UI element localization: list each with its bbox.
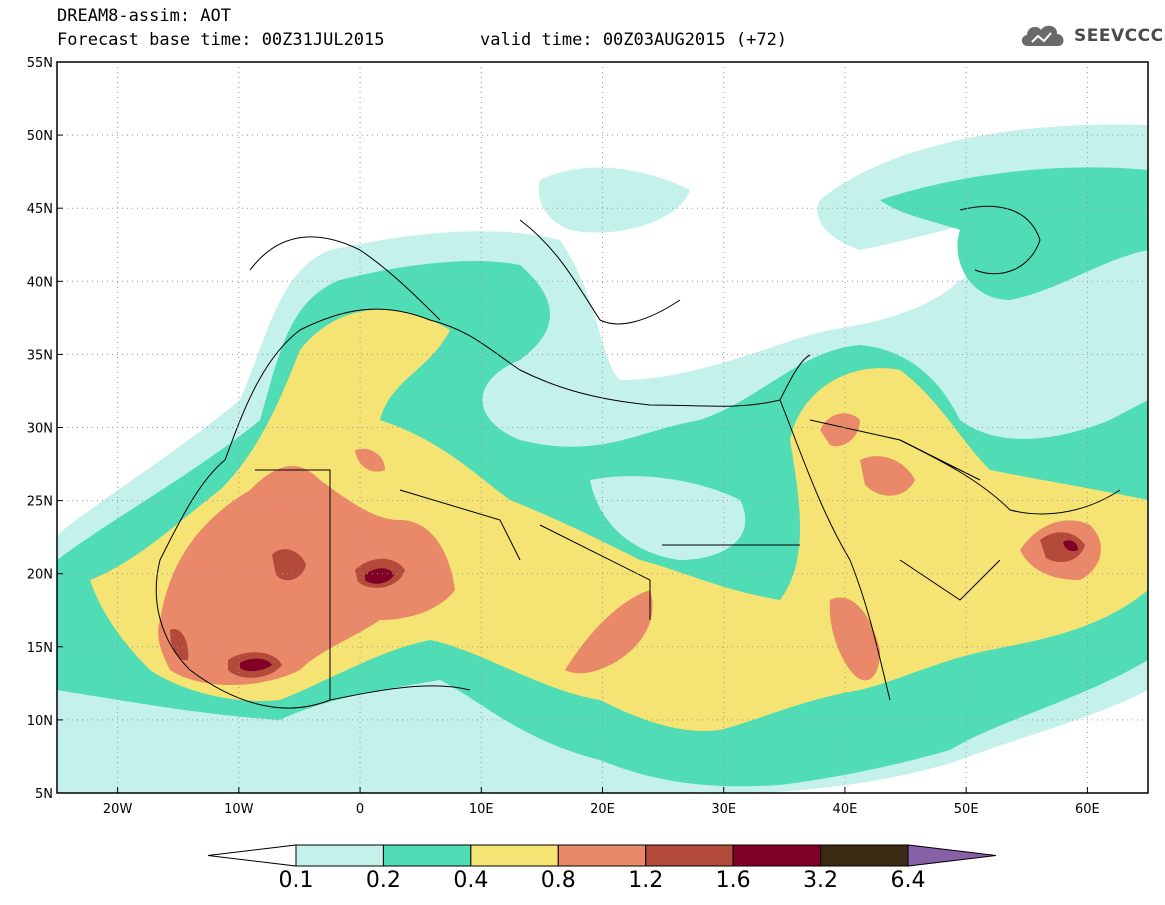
lat-label: 15N: [27, 641, 53, 656]
lon-label: 30E: [711, 802, 736, 817]
longitude-axis: 20W 10W 0 10E 20E 30E 40E 50E 60E: [103, 787, 1100, 817]
lon-label: 40E: [833, 802, 858, 817]
map-title: DREAM8-assim: AOT: [57, 6, 231, 26]
colorbar-high-arrow: [907, 844, 997, 867]
colorbar-box: [820, 844, 909, 867]
latitude-axis: 55N 50N 45N 40N 35N 30N 25N 20N 15N 10N 5N: [27, 56, 63, 802]
logo-text: SEEVCCC: [1074, 26, 1164, 46]
aot-band-1.6-3.2: [240, 540, 1078, 672]
valid-time: valid time: 00Z03AUG2015 (+72): [480, 30, 788, 50]
lon-label: 0: [356, 802, 364, 817]
lon-label: 20W: [103, 802, 133, 817]
colorbar-low-arrow: [207, 844, 297, 867]
colorbar-box: [732, 844, 822, 867]
colorbar-level-label: 0.1: [278, 868, 314, 893]
lat-label: 30N: [27, 422, 53, 437]
coastlines: [155, 205, 1121, 709]
colorbar: [207, 844, 997, 867]
cloud-icon: [1021, 25, 1064, 46]
colorbar-level-label: 3.2: [803, 868, 839, 893]
colorbar-level-label: 0.8: [540, 868, 576, 893]
forecast-base-time: Forecast base time: 00Z31JUL2015: [57, 30, 385, 50]
lat-label: 25N: [27, 495, 53, 510]
lon-label: 10E: [469, 802, 494, 817]
colorbar-level-label: 0.4: [453, 868, 489, 893]
colorbar-level-label: 1.6: [715, 868, 751, 893]
lat-label: 40N: [27, 275, 53, 290]
lat-label: 55N: [27, 56, 53, 71]
lat-label: 5N: [35, 787, 53, 802]
lat-label: 20N: [27, 568, 53, 583]
seevccc-logo: SEEVCCC: [1018, 20, 1164, 52]
gridlines: [57, 62, 1148, 793]
colorbar-box: [645, 844, 734, 867]
lat-label: 10N: [27, 714, 53, 729]
lat-label: 45N: [27, 202, 53, 217]
colorbar-box: [470, 844, 559, 867]
colorbar-box: [295, 844, 384, 867]
lon-label: 60E: [1075, 802, 1100, 817]
lon-label: 10W: [224, 802, 254, 817]
lat-label: 35N: [27, 348, 53, 363]
colorbar-level-label: 6.4: [890, 868, 926, 893]
lon-label: 50E: [954, 802, 979, 817]
colorbar-level-label: 0.2: [365, 868, 401, 893]
borders: [255, 419, 1001, 700]
colorbar-box: [557, 844, 647, 867]
colorbar-box: [382, 844, 472, 867]
lat-label: 50N: [27, 129, 53, 144]
lon-label: 20E: [590, 802, 615, 817]
aot-band-0.8-1.2: [158, 413, 1101, 685]
colorbar-level-label: 1.2: [628, 868, 664, 893]
